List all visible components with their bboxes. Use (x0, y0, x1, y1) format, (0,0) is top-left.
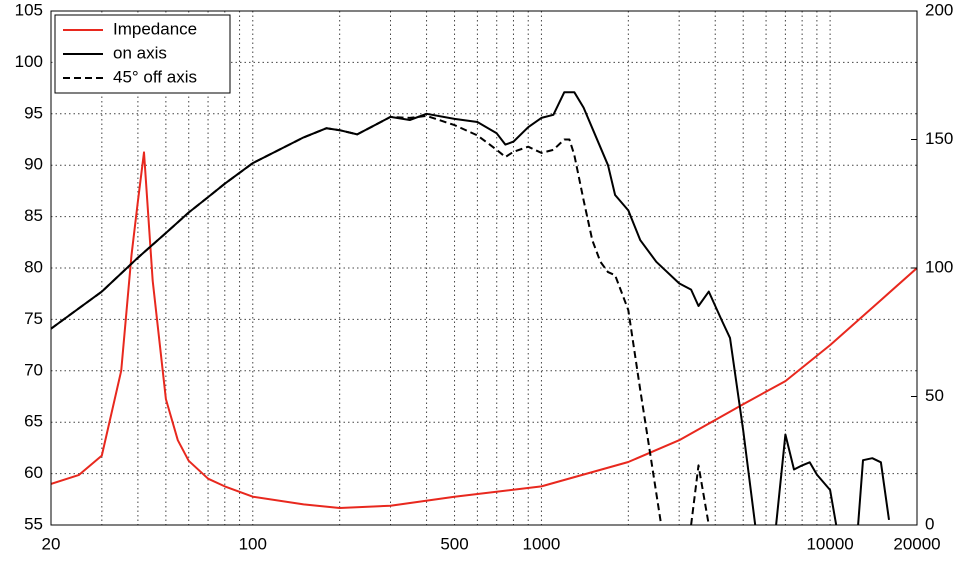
legend-label: Impedance (113, 19, 197, 38)
legend-label: 45° off axis (113, 67, 197, 86)
x-tick-label: 100 (239, 534, 267, 553)
y-tick-label: 70 (24, 360, 43, 379)
y2-tick-label: 0 (925, 514, 934, 533)
y2-tick-label: 100 (925, 257, 953, 276)
x-tick-label: 1000 (523, 534, 561, 553)
x-tick-label: 20000 (893, 534, 940, 553)
y-tick-label: 60 (24, 463, 43, 482)
series-line (51, 114, 710, 525)
y-tick-label: 95 (24, 103, 43, 122)
y-tick-label: 100 (15, 52, 43, 71)
y-tick-label: 105 (15, 0, 43, 19)
series-line (51, 151, 917, 509)
y2-tick-label: 50 (925, 386, 944, 405)
y2-tick-label: 150 (925, 129, 953, 148)
y-tick-label: 75 (24, 309, 43, 328)
y-tick-label: 85 (24, 206, 43, 225)
legend-label: on axis (113, 43, 167, 62)
legend: Impedance on axis 45° off axis (54, 14, 231, 94)
series-line (51, 91, 890, 525)
y-tick-label: 65 (24, 412, 43, 431)
y-tick-label: 55 (24, 514, 43, 533)
y-tick-label: 80 (24, 257, 43, 276)
x-tick-label: 10000 (806, 534, 853, 553)
y-tick-label: 90 (24, 155, 43, 174)
x-tick-label: 500 (440, 534, 468, 553)
y2-tick-label: 200 (925, 0, 953, 19)
x-tick-label: 20 (42, 534, 61, 553)
